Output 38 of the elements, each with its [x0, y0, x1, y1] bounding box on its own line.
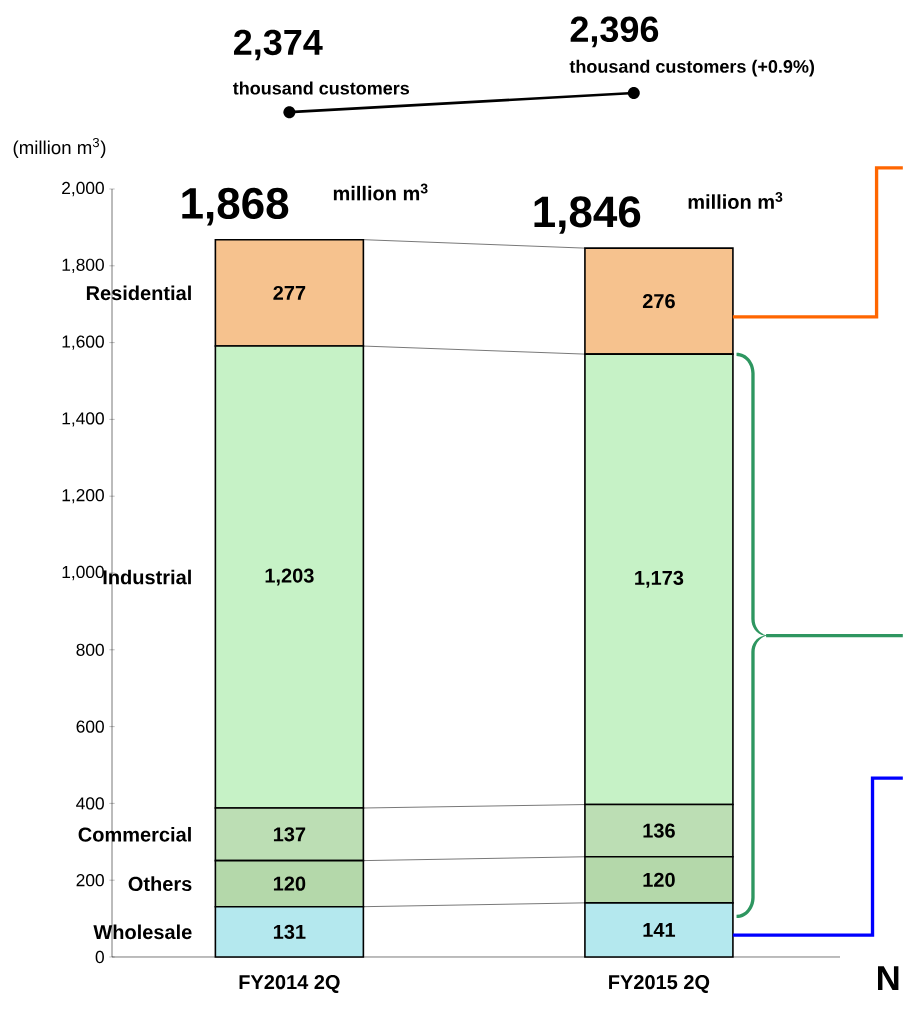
- text: 2,396: [570, 16, 659, 48]
- data-label: 131: [273, 924, 306, 939]
- y-tick-label: 1,600: [62, 335, 104, 350]
- total-label: 1,846: [534, 196, 641, 234]
- text: 2,374: [233, 29, 323, 61]
- data-label: 120: [273, 876, 306, 891]
- y-tick-label: 1,400: [62, 412, 104, 427]
- annotation: million m$^{3}$: [688, 192, 783, 209]
- y-tick-label: 200: [76, 874, 104, 887]
- annotation: million m$^{3}$: [333, 183, 428, 201]
- y-tick-label: 0: [95, 950, 104, 964]
- y-tick-label: 800: [76, 643, 104, 656]
- series-label: Others: [128, 876, 192, 891]
- y-tick-label: 1,000: [62, 565, 104, 581]
- series-label: Industrial: [103, 569, 191, 585]
- y-axis-title: (million m$^{3}$): [13, 137, 106, 158]
- series-label: Wholesale: [93, 924, 192, 940]
- data-label: 1,203: [265, 568, 314, 586]
- total-label: 1,868: [182, 187, 289, 226]
- data-label: 141: [643, 923, 676, 937]
- text: thousand customers (+0.9%): [569, 59, 815, 77]
- data-label: 276: [642, 294, 675, 309]
- x-tick-label: FY2015 2Q: [609, 975, 710, 993]
- series-label: Residential: [86, 285, 191, 301]
- data-label: 277: [273, 285, 306, 300]
- text: N: [878, 966, 899, 991]
- y-tick-label: 1,800: [62, 258, 104, 273]
- y-tick-label: 1,200: [62, 489, 104, 504]
- y-tick-label: 600: [76, 720, 104, 733]
- data-label: 1,173: [635, 570, 684, 588]
- x-tick-label: FY2014 2Q: [239, 975, 340, 993]
- series-label: Commercial: [78, 826, 191, 842]
- data-label: 137: [273, 827, 306, 842]
- data-label: 136: [643, 823, 675, 838]
- y-tick-label: 400: [76, 797, 104, 810]
- y-tick-label: 2,000: [62, 181, 104, 197]
- text: thousand customers: [232, 81, 410, 95]
- data-label: 120: [643, 872, 675, 887]
